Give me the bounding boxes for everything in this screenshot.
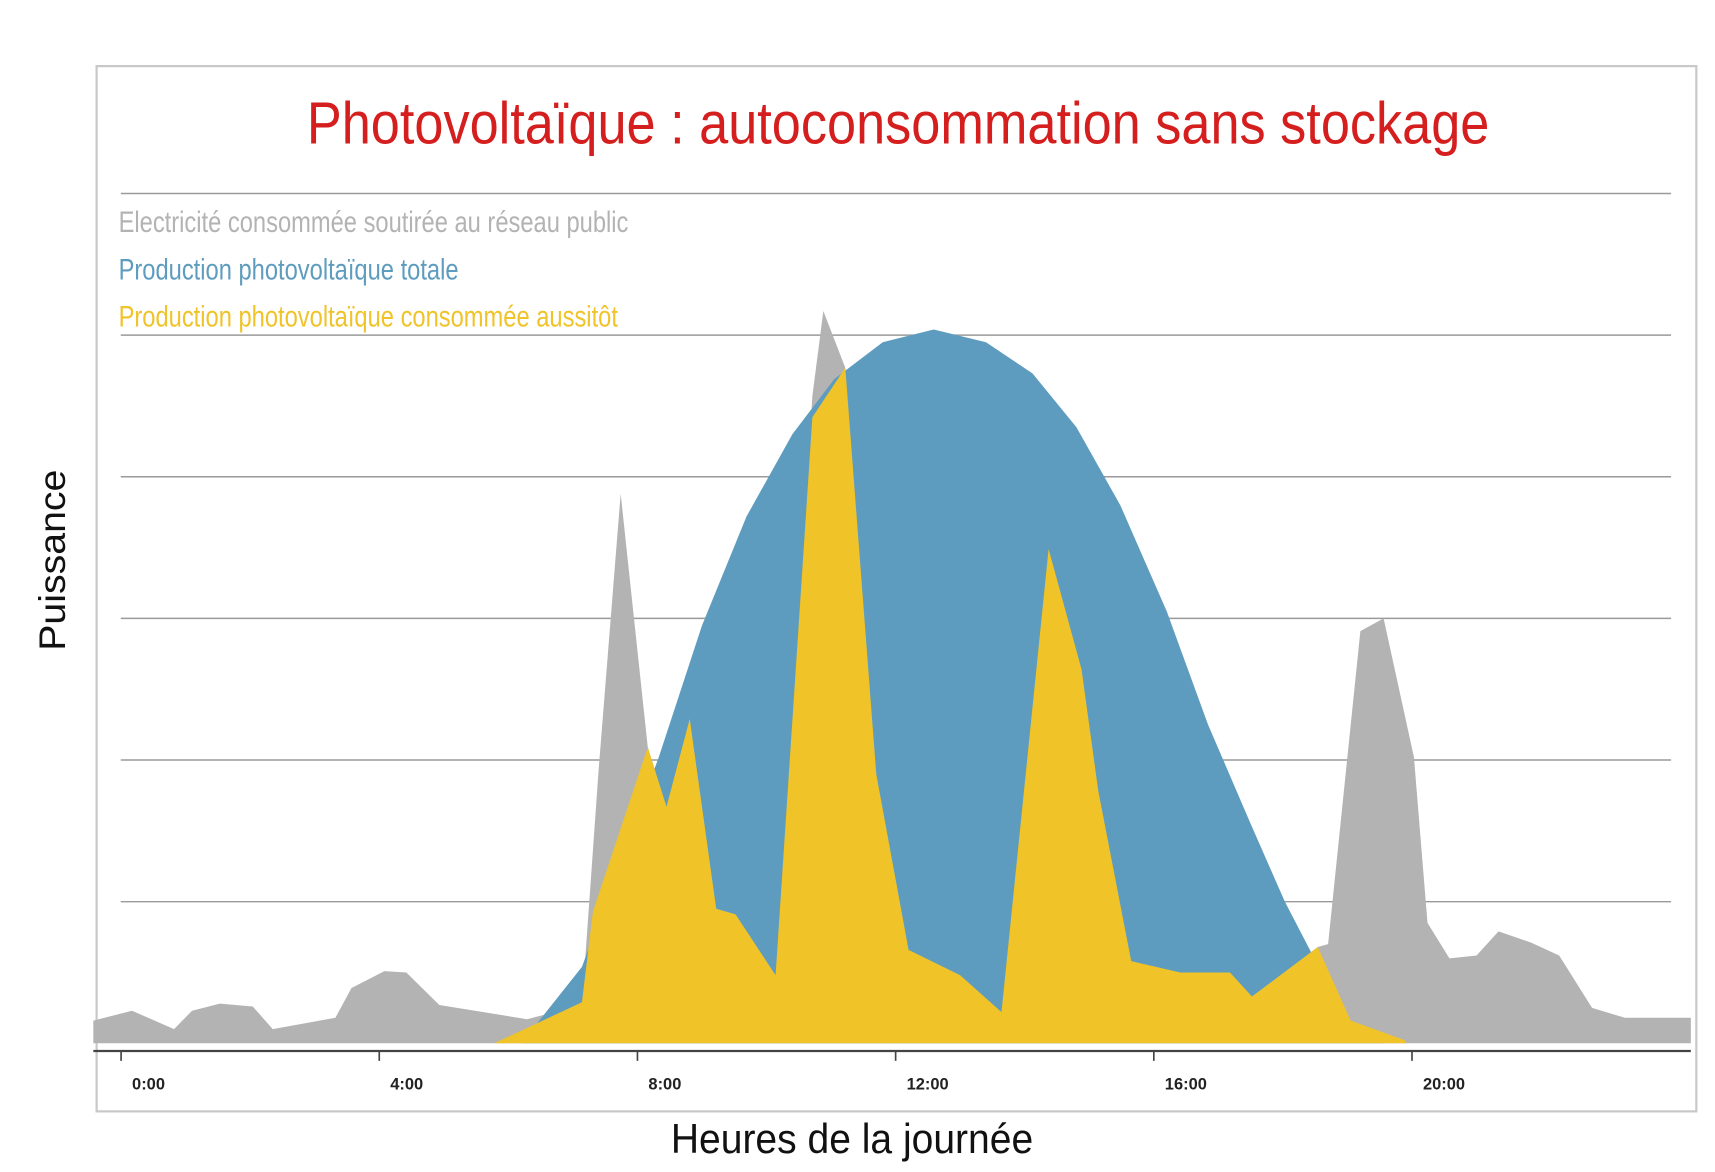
x-tick-label: 20:00: [1423, 1075, 1465, 1093]
legend: Electricité consommée soutirée au réseau…: [119, 206, 629, 334]
legend-entry: Production photovoltaïque totale: [119, 253, 459, 286]
x-axis: 0:00 4:00 8:00 12:00 16:00 20:00: [93, 1049, 1691, 1093]
x-tick-label: 16:00: [1165, 1075, 1207, 1093]
x-axis-label: Heures de la journée: [671, 1115, 1033, 1162]
x-tick-label: 0:00: [132, 1075, 165, 1093]
chart-title: Photovoltaïque : autoconsommation sans s…: [307, 89, 1489, 156]
plot-area: [93, 311, 1691, 1044]
x-tick-label: 12:00: [907, 1075, 949, 1093]
x-tick-label: 4:00: [390, 1075, 423, 1093]
frame: [95, 65, 1698, 1113]
area: [494, 367, 1406, 1044]
y-axis-label: Puissance: [31, 470, 73, 651]
area: [521, 329, 1384, 1044]
legend-entry: Production photovoltaïque consommée auss…: [119, 300, 619, 333]
x-tick-label: 8:00: [648, 1075, 681, 1093]
legend-entry: Electricité consommée soutirée au réseau…: [119, 206, 629, 239]
